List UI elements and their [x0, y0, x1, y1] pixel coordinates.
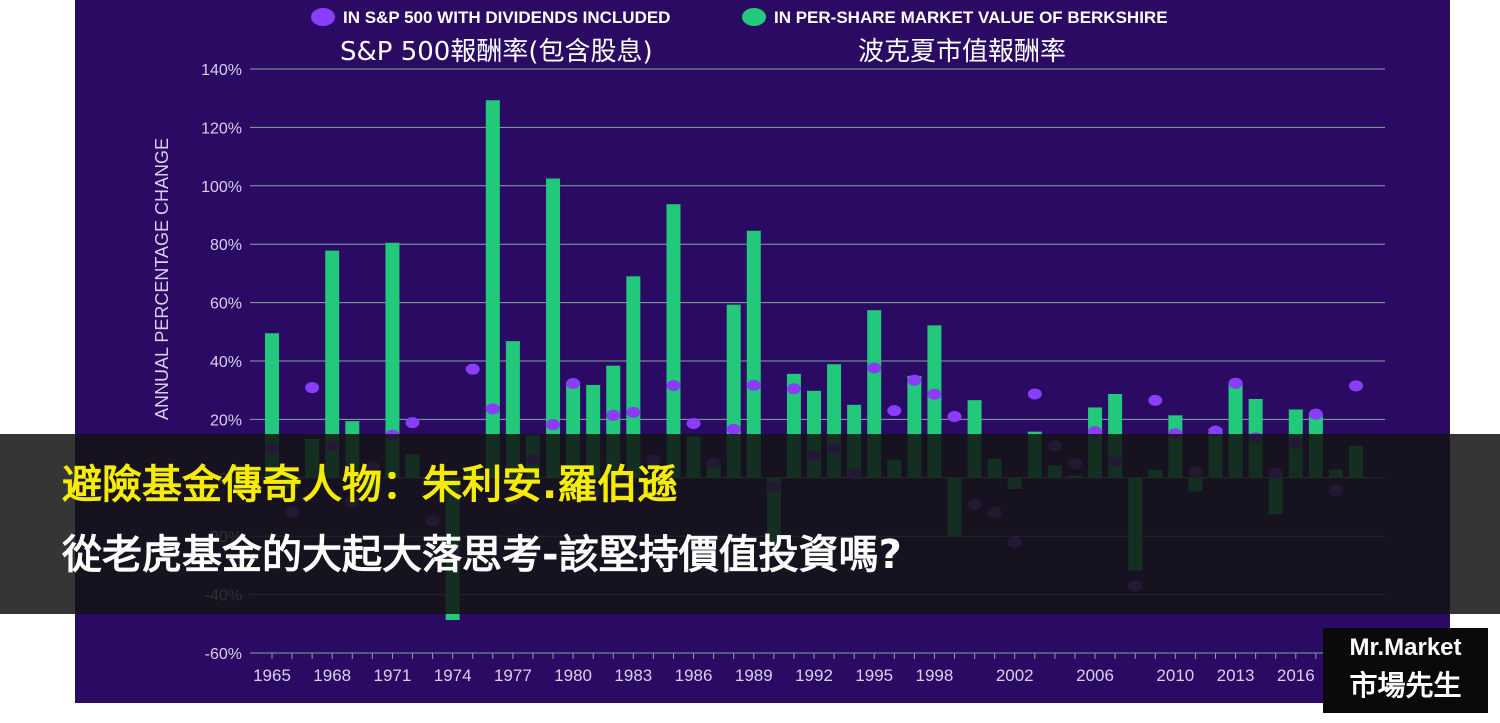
berkshire-bar	[385, 242, 400, 478]
sp500-dot	[867, 362, 882, 374]
y-tick-label: 140%	[201, 62, 242, 79]
berkshire-bar	[666, 204, 681, 478]
x-tick-label: 1992	[795, 666, 833, 685]
brand-name-zh: 市場先生	[1349, 669, 1462, 702]
berkshire-bar	[746, 230, 761, 478]
sp500-dot	[686, 417, 701, 429]
sp500-dot	[1027, 388, 1042, 400]
x-tick-label: 1995	[855, 666, 893, 685]
y-tick-label: 60%	[210, 296, 242, 313]
sp500-dot	[887, 405, 902, 417]
sp500-dot	[606, 409, 621, 421]
sp500-dot	[666, 380, 681, 392]
sp500-legend-swatch	[311, 8, 335, 26]
y-tick-label: 80%	[210, 237, 242, 254]
berkshire-bar	[485, 100, 500, 478]
x-tick-label: 1968	[313, 666, 351, 685]
x-tick-label: 2013	[1217, 666, 1255, 685]
sp500-dot	[907, 374, 922, 386]
x-axis-ticks: 1965 1968 1971 1974 1977 1980 1983 1986 1989 1992…	[253, 653, 1357, 685]
x-tick-label: 1983	[614, 666, 652, 685]
sp500-dot	[1308, 408, 1323, 420]
sp500-dot	[626, 406, 641, 418]
x-tick-label: 2016	[1277, 666, 1315, 685]
sp500-dot	[566, 377, 581, 389]
x-tick-label: 2006	[1076, 666, 1114, 685]
berkshire-bar	[546, 178, 561, 478]
brand-name-en: Mr.Market	[1349, 634, 1462, 661]
y-tick-label: 100%	[201, 179, 242, 196]
x-tick-label: 1977	[494, 666, 532, 685]
sp500-dot	[1208, 425, 1223, 437]
berkshire-bar	[626, 276, 641, 478]
sp500-dot	[746, 379, 761, 391]
sp500-legend-label: IN S&P 500 WITH DIVIDENDS INCLUDED	[343, 8, 670, 27]
y-tick-label: 120%	[201, 120, 242, 137]
y-axis-label: ANNUAL PERCENTAGE CHANGE	[152, 138, 172, 420]
x-tick-label: 1998	[916, 666, 954, 685]
sp500-dot	[947, 410, 962, 422]
x-tick-label: 1980	[554, 666, 592, 685]
headline-banner	[0, 434, 1500, 614]
sp500-dot	[726, 423, 741, 435]
sp500-label-zh: S&P 500報酬率(包含股息)	[340, 37, 653, 67]
sp500-dot	[546, 419, 561, 431]
sp500-dot	[305, 382, 320, 394]
berkshire-label-zh: 波克夏市值報酬率	[858, 37, 1066, 67]
x-tick-label: 1974	[434, 666, 472, 685]
brand-logo: Mr.Market 市場先生	[1323, 628, 1488, 713]
sp500-dot	[786, 383, 801, 395]
x-tick-label: 1986	[675, 666, 713, 685]
berkshire-bar	[325, 250, 340, 478]
y-tick-label: 40%	[210, 354, 242, 371]
x-tick-label: 2002	[996, 666, 1034, 685]
berkshire-legend-label: IN PER-SHARE MARKET VALUE OF BERKSHIRE	[774, 8, 1168, 27]
x-tick-label: 1971	[374, 666, 412, 685]
y-tick-label: -60%	[205, 646, 242, 663]
sp500-dot	[1349, 380, 1363, 392]
x-tick-label: 2010	[1156, 666, 1194, 685]
x-tick-label: 1965	[253, 666, 291, 685]
sp500-dot	[1148, 394, 1163, 406]
x-tick-label: 1989	[735, 666, 773, 685]
sp500-dot	[1228, 377, 1243, 389]
headline-line-2: 從老虎基金的大起大落思考-該堅持價值投資嗎?	[62, 532, 902, 578]
headline-line-1: 避險基金傳奇人物：朱利安.羅伯遜	[62, 462, 678, 508]
berkshire-legend-swatch	[742, 8, 766, 26]
legend: IN S&P 500 WITH DIVIDENDS INCLUDED IN PE…	[311, 8, 1168, 27]
sp500-dot	[465, 363, 480, 375]
sp500-dot	[485, 403, 500, 415]
sp500-dot	[405, 417, 420, 429]
sp500-dot	[927, 388, 942, 400]
y-tick-label: 20%	[210, 412, 242, 429]
